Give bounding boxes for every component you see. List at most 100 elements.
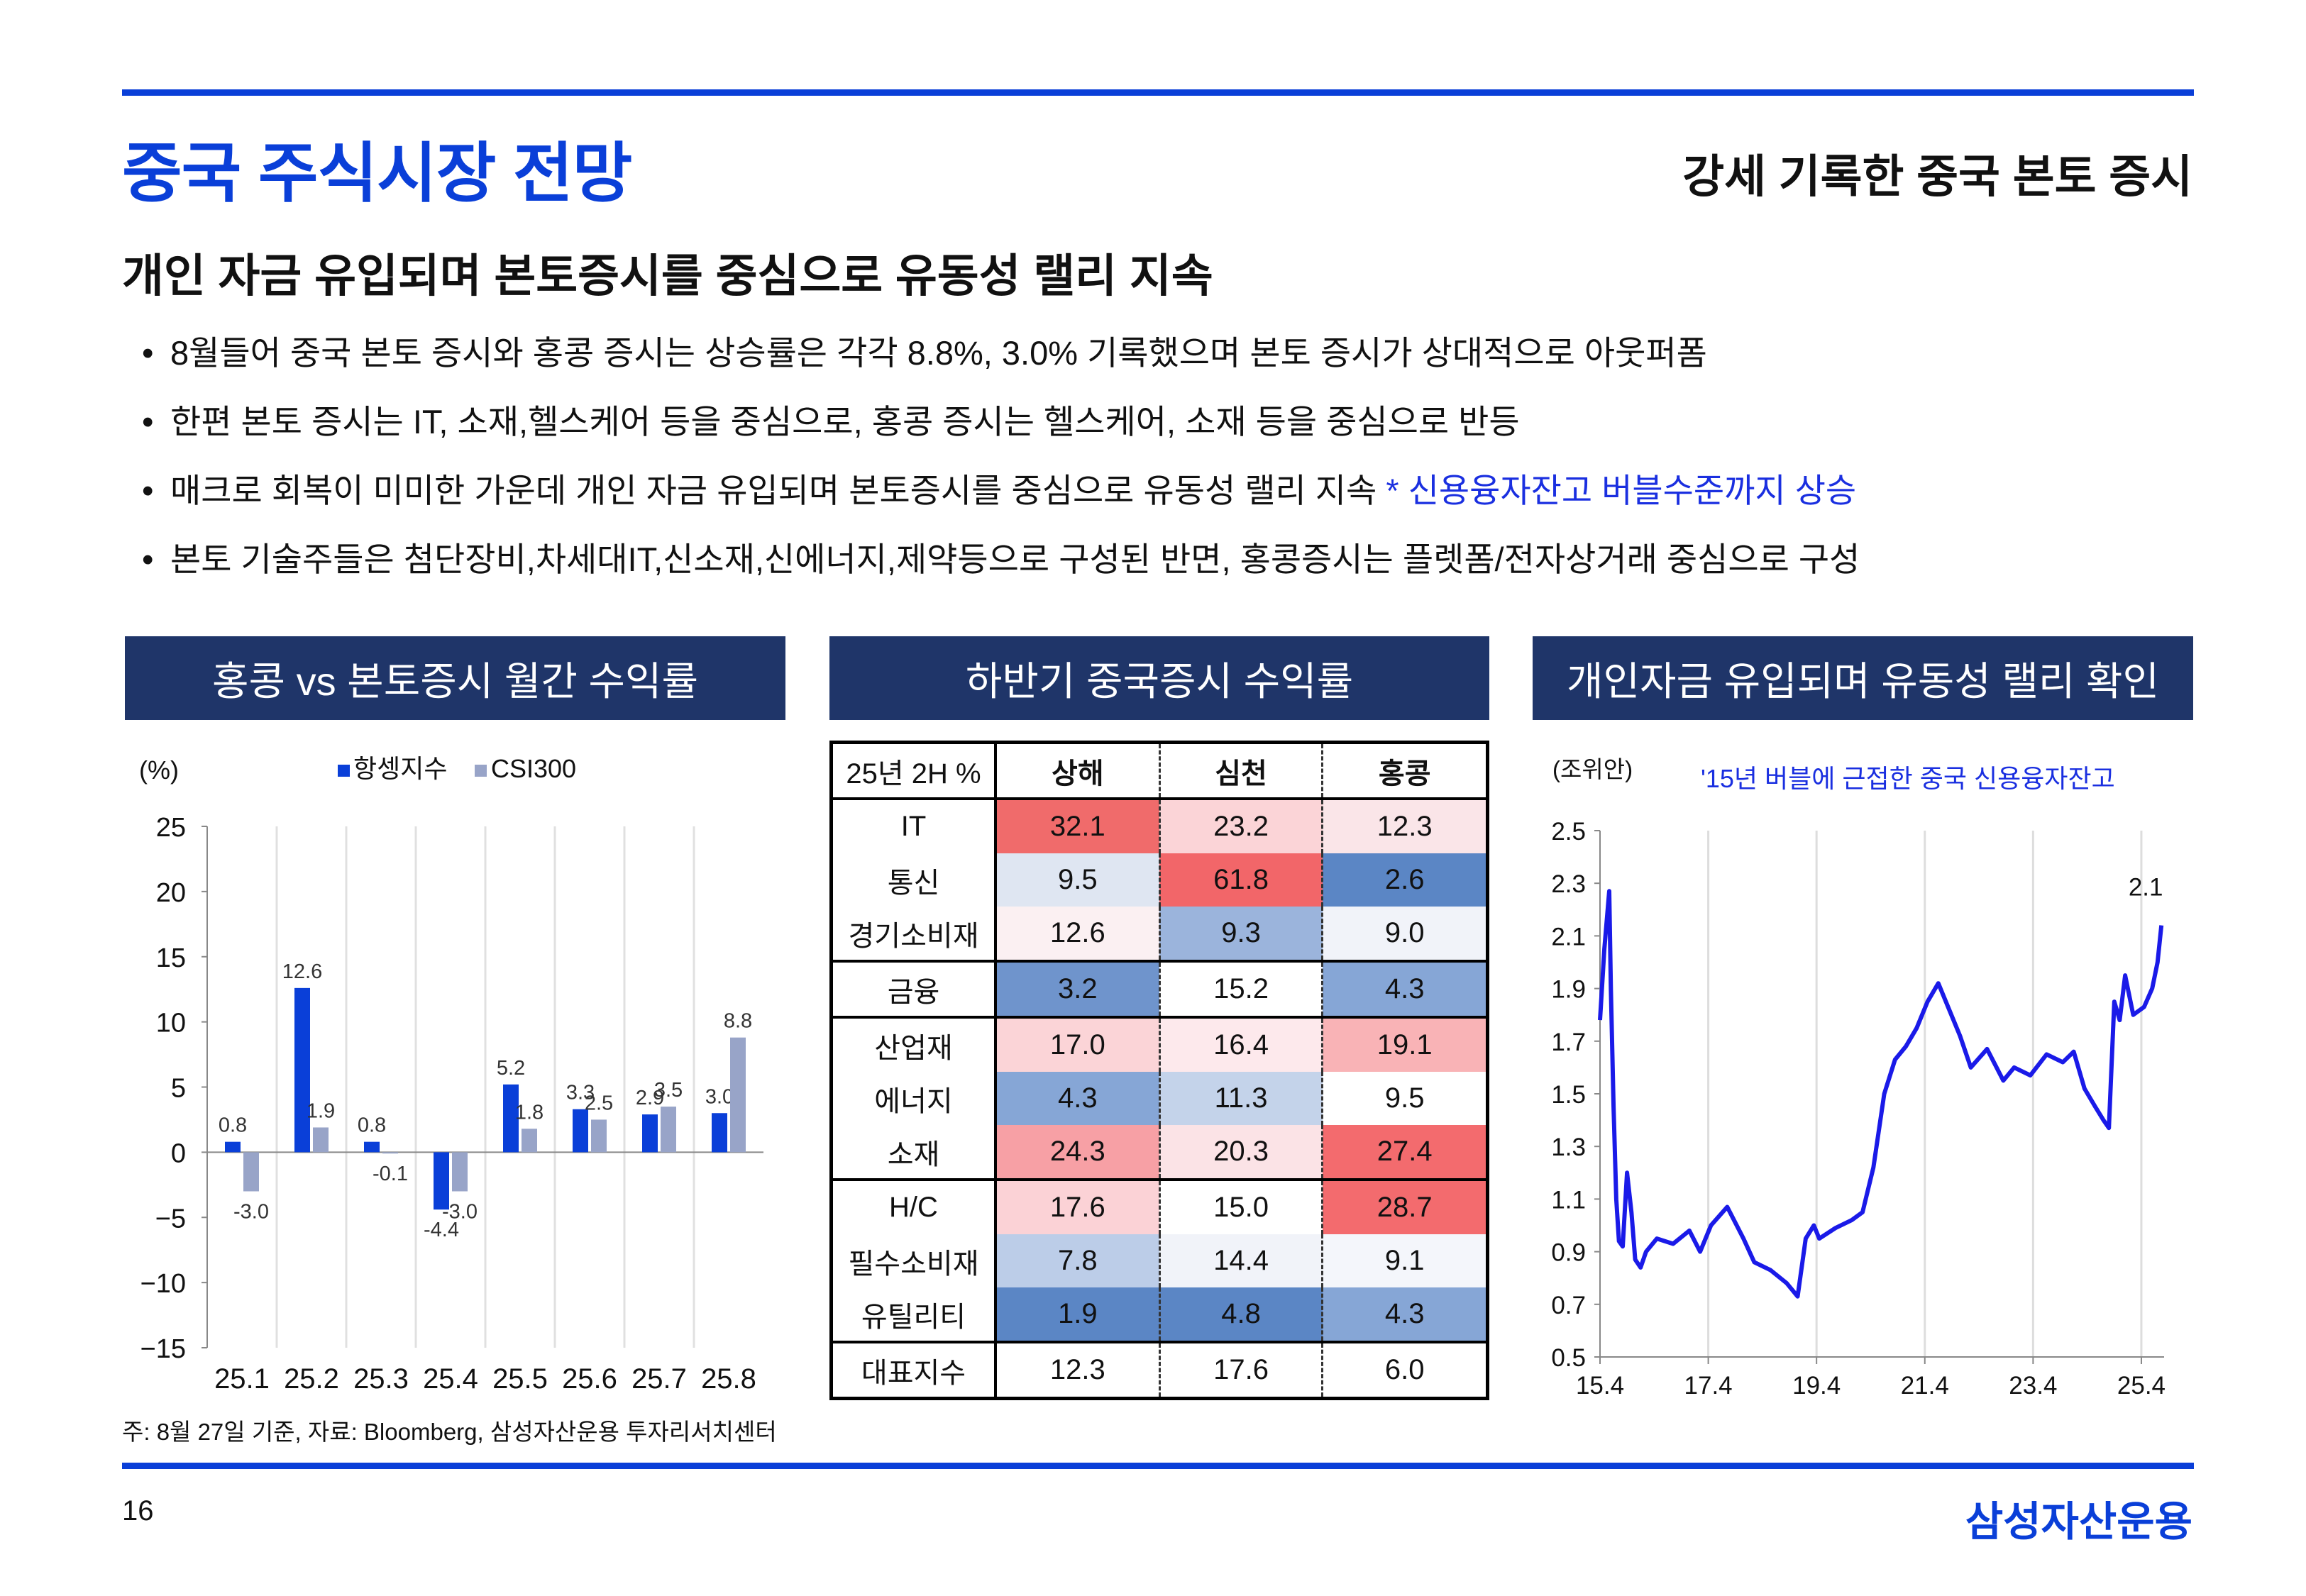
- bar-csi300: [591, 1119, 607, 1153]
- table-cell: 4.3: [994, 1072, 1160, 1125]
- x-tick-label: 17.4: [1684, 1372, 1733, 1400]
- bar-hsi: [573, 1109, 588, 1153]
- bar-csi300: [661, 1107, 676, 1153]
- bullet-item: • 매크로 회복이 미미한 가운데 개인 자금 유입되며 본토증시를 중심으로 유…: [142, 472, 1857, 509]
- y-tick-label: 0.7: [1551, 1292, 1586, 1319]
- bullet-list: • 8월들어 중국 본토 증시와 홍콩 증시는 상승률은 각각 8.8%, 3.0…: [142, 326, 1860, 602]
- table-cell: 61.8: [1158, 853, 1323, 907]
- row-label: 소재: [831, 1125, 997, 1181]
- table-cell: 15.0: [1158, 1180, 1323, 1234]
- bottom-rule: [122, 1463, 2194, 1469]
- bullet-item: • 8월들어 중국 본토 증시와 홍콩 증시는 상승률은 각각 8.8%, 3.0…: [142, 334, 1707, 372]
- table-body: IT 32.1 23.2 12.3 통신 9.5 61.8 2.6 경기소비재 12.6 9.3 9.…: [831, 799, 1488, 1399]
- column-header-hongkong: 홍콩: [1321, 742, 1488, 800]
- table-cell: 12.3: [994, 1342, 1160, 1399]
- bar-value-label: 3.3: [566, 1082, 595, 1104]
- table-cell: 9.5: [994, 853, 1160, 907]
- table-row: 경기소비재 12.6 9.3 9.0: [831, 907, 1488, 963]
- x-tick-label: 23.4: [2009, 1372, 2057, 1400]
- y-tick-label: 0.5: [1551, 1344, 1586, 1372]
- row-label: 경기소비재: [831, 907, 997, 963]
- y-axis-unit-label: (조위안): [1552, 756, 1633, 782]
- legend-swatch-csi300: [475, 765, 487, 777]
- source-footnote: 주: 8월 27일 기준, 자료: Bloomberg, 삼성자산운용 투자리서…: [122, 1419, 777, 1445]
- bar-value-label: 3.5: [654, 1079, 683, 1102]
- row-label: IT: [831, 799, 997, 853]
- bar-value-label: 12.6: [282, 960, 322, 983]
- table-row: 통신 9.5 61.8 2.6: [831, 853, 1488, 907]
- y-tick-label: 2.5: [1551, 818, 1586, 846]
- table-cell: 7.8: [994, 1234, 1160, 1287]
- bar-csi300: [452, 1152, 468, 1192]
- page-title: 중국 주식시장 전망: [122, 138, 632, 210]
- x-tick-label: 25.4: [423, 1363, 478, 1395]
- y-tick-label: 10: [156, 1009, 186, 1038]
- bar-value-label: 2.9: [636, 1087, 664, 1109]
- bar-hsi: [294, 987, 310, 1153]
- x-tick-label: 25.3: [353, 1363, 409, 1395]
- monthly-return-bar-chart: 25 20 15 10 5 0 −5 −10 −15 (%) 25.1 25.2 25.3 25.4 25.…: [139, 754, 763, 1395]
- table-cell: 9.0: [1321, 907, 1488, 963]
- table-cell: 27.4: [1321, 1125, 1488, 1181]
- bar-hsi: [642, 1114, 658, 1153]
- legend-label-csi300: CSI300: [491, 754, 576, 783]
- y-tick-label: −5: [155, 1204, 186, 1234]
- panel-header-middle: 하반기 중국증시 수익률: [829, 636, 1489, 720]
- returns-heatmap-table: 25년 2H % 상해 심천 홍콩 IT 32.1 23.2 12.3 통신 9.5 61.…: [829, 741, 1489, 1400]
- y-tick-label: 0: [171, 1138, 186, 1168]
- row-label: 금융: [831, 961, 997, 1019]
- table-row: 산업재 17.0 16.4 19.1: [831, 1017, 1488, 1072]
- bullet-note: * 신용융자잔고 버블수준까지 상승: [1386, 472, 1857, 509]
- table-row: 유틸리티 1.9 4.8 4.3: [831, 1287, 1488, 1343]
- table-cell: 12.3: [1321, 799, 1488, 853]
- bullet-item: • 한편 본토 증시는 IT, 소재,헬스케어 등을 중심으로, 홍콩 증시는 헬…: [142, 403, 1520, 440]
- y-tick-label: 5: [171, 1074, 186, 1104]
- table-cell: 1.9: [994, 1287, 1160, 1343]
- bar-value-label: 1.8: [515, 1101, 544, 1124]
- bar-csi300: [313, 1127, 329, 1153]
- table-cell: 24.3: [994, 1125, 1160, 1181]
- chart-annotation: '15년 버블에 근접한 중국 신용융자잔고: [1701, 764, 2115, 793]
- end-value-label: 2.1: [2129, 874, 2163, 902]
- x-tick-label: 25.5: [492, 1363, 548, 1395]
- bar-value-label: 0.8: [358, 1114, 386, 1137]
- bar-csi300: [243, 1152, 259, 1192]
- table-cell: 4.8: [1158, 1287, 1323, 1343]
- table-cell: 16.4: [1158, 1017, 1323, 1072]
- row-label: 유틸리티: [831, 1287, 997, 1343]
- bar-hsi: [364, 1141, 380, 1153]
- section-headline: 개인 자금 유입되며 본토증시를 중심으로 유동성 랠리 지속: [122, 250, 1213, 301]
- table-row: 대표지수 12.3 17.6 6.0: [831, 1342, 1488, 1399]
- x-tick-label: 15.4: [1576, 1372, 1624, 1400]
- y-tick-label: 15: [156, 943, 186, 973]
- y-axis-unit-label: (%): [139, 755, 179, 785]
- bar-value-label: -0.1: [373, 1163, 408, 1185]
- y-tick-label: −15: [140, 1334, 186, 1364]
- table-cell: 19.1: [1321, 1017, 1488, 1072]
- bar-value-label: 3.0: [705, 1085, 734, 1108]
- y-tick-label: 1.9: [1551, 976, 1586, 1004]
- table-cell: 20.3: [1158, 1125, 1323, 1181]
- column-header-shanghai: 상해: [994, 742, 1160, 800]
- table-cell: 17.0: [994, 1017, 1160, 1072]
- table-row: 필수소비재 7.8 14.4 9.1: [831, 1234, 1488, 1287]
- table-row: 소재 24.3 20.3 27.4: [831, 1125, 1488, 1181]
- table-row: 금융 3.2 15.2 4.3: [831, 961, 1488, 1019]
- bar-value-label: 5.2: [497, 1057, 525, 1080]
- margin-balance-line: [1598, 889, 2164, 1299]
- y-tick-label: 1.7: [1551, 1029, 1586, 1056]
- row-label: 산업재: [831, 1017, 997, 1072]
- table-cell: 17.6: [994, 1180, 1160, 1234]
- bar-value-label: 1.9: [307, 1099, 335, 1122]
- legend-swatch-hsi: [338, 765, 350, 777]
- bar-value-label: -4.4: [424, 1219, 459, 1241]
- table-cell: 17.6: [1158, 1342, 1323, 1399]
- table-cell: 9.1: [1321, 1234, 1488, 1287]
- bar-value-label: -3.0: [442, 1201, 478, 1224]
- table-cell: 2.6: [1321, 853, 1488, 907]
- page-subtitle: 강세 기록한 중국 본토 증시: [1682, 151, 2192, 202]
- x-tick-label: 25.8: [701, 1363, 756, 1395]
- table-cell: 3.2: [994, 961, 1160, 1019]
- x-tick-label: 21.4: [1901, 1372, 1949, 1400]
- y-tick-label: 2.1: [1551, 923, 1586, 951]
